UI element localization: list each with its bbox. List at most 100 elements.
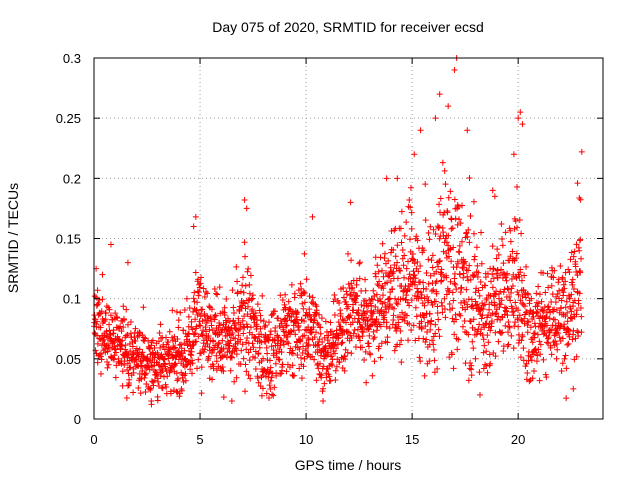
data-point <box>156 329 163 336</box>
data-point <box>112 310 119 317</box>
data-point <box>94 359 101 366</box>
data-point <box>334 341 341 348</box>
data-point <box>524 318 531 325</box>
data-point <box>313 377 320 384</box>
data-point <box>357 337 364 344</box>
data-point <box>414 237 421 244</box>
data-point <box>465 226 472 233</box>
data-point <box>442 235 449 242</box>
data-point <box>208 306 215 313</box>
data-point <box>247 375 254 382</box>
data-point <box>470 345 477 352</box>
data-point <box>238 347 245 354</box>
data-point <box>471 256 478 263</box>
data-point <box>451 67 458 74</box>
data-point <box>494 267 501 274</box>
data-point <box>301 332 308 339</box>
data-point <box>459 323 466 330</box>
data-point <box>267 377 274 384</box>
data-point <box>394 259 401 266</box>
data-point <box>418 325 425 332</box>
data-point <box>214 344 221 351</box>
data-point <box>283 322 290 329</box>
data-point <box>482 282 489 289</box>
data-point <box>229 287 236 294</box>
data-point <box>486 351 493 358</box>
data-point <box>117 323 124 330</box>
data-point <box>436 201 443 208</box>
data-point <box>406 302 413 309</box>
data-point <box>127 348 134 355</box>
data-point <box>513 255 520 262</box>
data-point <box>476 292 483 299</box>
data-point <box>258 331 265 338</box>
data-point <box>396 341 403 348</box>
data-point <box>379 240 386 247</box>
y-tick-label: 0.2 <box>63 171 81 186</box>
data-point <box>328 328 335 335</box>
data-point <box>423 285 430 292</box>
data-point <box>425 256 432 263</box>
data-point <box>333 363 340 370</box>
data-point <box>499 329 506 336</box>
data-point <box>435 316 442 323</box>
data-point <box>376 343 383 350</box>
data-point <box>488 318 495 325</box>
data-point <box>143 380 150 387</box>
data-point <box>387 277 394 284</box>
data-point <box>309 294 316 301</box>
data-point <box>253 323 260 330</box>
data-point <box>139 349 146 356</box>
data-point <box>406 286 413 293</box>
data-point <box>249 331 256 338</box>
data-point <box>449 289 456 296</box>
data-point <box>515 291 522 298</box>
data-point <box>242 253 249 260</box>
data-point <box>386 325 393 332</box>
data-point <box>176 393 183 400</box>
data-point <box>528 357 535 364</box>
data-point <box>181 340 188 347</box>
data-point <box>420 279 427 286</box>
y-tick-label: 0.3 <box>63 51 81 66</box>
data-point <box>386 272 393 279</box>
data-point <box>288 281 295 288</box>
data-point <box>169 354 176 361</box>
data-point <box>244 335 251 342</box>
data-point <box>163 334 170 341</box>
data-point <box>279 296 286 303</box>
data-point <box>181 307 188 314</box>
data-point <box>492 353 499 360</box>
data-point <box>470 316 477 323</box>
data-point <box>223 295 230 302</box>
data-point <box>428 317 435 324</box>
data-point <box>405 337 412 344</box>
data-point <box>327 377 334 384</box>
data-point <box>185 330 192 337</box>
data-point <box>478 229 485 236</box>
data-point <box>122 342 129 349</box>
data-point <box>94 287 101 294</box>
data-point <box>424 319 431 326</box>
data-point <box>435 263 442 270</box>
data-point <box>300 305 307 312</box>
data-point <box>496 328 503 335</box>
data-point <box>234 289 241 296</box>
data-point <box>540 308 547 315</box>
data-point <box>327 319 334 326</box>
data-point <box>539 307 546 314</box>
data-point <box>559 274 566 281</box>
data-point <box>498 297 505 304</box>
data-point <box>441 167 448 174</box>
data-point <box>536 338 543 345</box>
data-point <box>180 327 187 334</box>
data-point <box>397 267 404 274</box>
data-point <box>220 345 227 352</box>
data-point <box>109 340 116 347</box>
data-point <box>169 307 176 314</box>
data-point <box>177 341 184 348</box>
data-point <box>464 233 471 240</box>
data-point <box>499 242 506 249</box>
data-point <box>320 363 327 370</box>
